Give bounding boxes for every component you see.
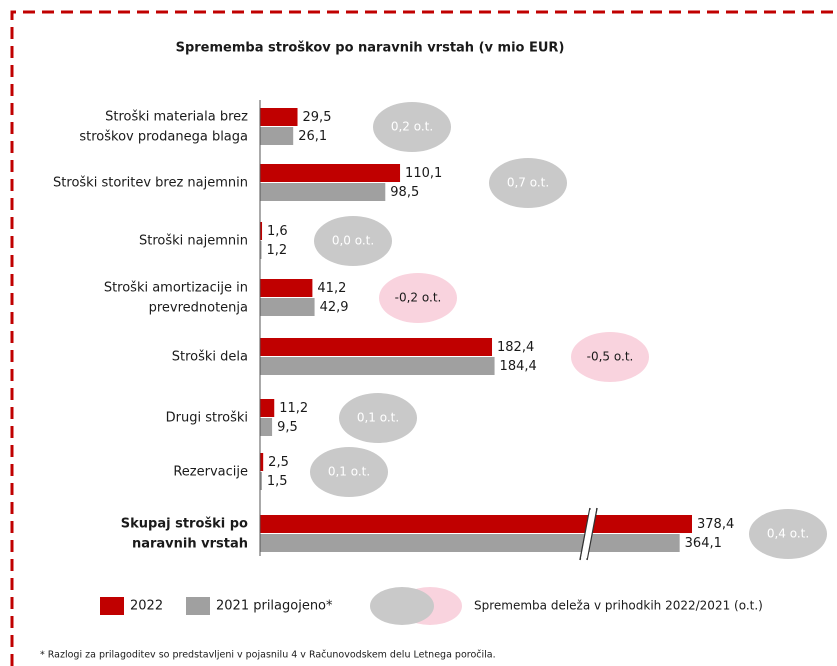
value-label: 26,1: [298, 129, 327, 144]
category-label: Stroški najemnin: [139, 234, 248, 249]
value-label: 29,5: [303, 110, 332, 125]
change-label: 0,0 o.t.: [332, 234, 374, 248]
legend-swatch: [100, 597, 124, 615]
change-label: 0,7 o.t.: [507, 176, 549, 190]
change-bubble: [310, 447, 388, 497]
change-bubble: [373, 102, 451, 152]
bar: [260, 241, 262, 259]
bar: [260, 183, 386, 201]
bar: [260, 534, 680, 552]
change-label: 0,4 o.t.: [767, 527, 809, 541]
value-label: 1,6: [267, 224, 288, 239]
value-label: 98,5: [390, 185, 419, 200]
value-label: 184,4: [500, 359, 537, 374]
bar: [260, 472, 262, 490]
value-label: 1,5: [267, 474, 288, 489]
bar: [260, 453, 264, 471]
axis-break: [579, 507, 598, 561]
bar: [260, 357, 495, 375]
bar: [260, 338, 493, 356]
change-label: -0,5 o.t.: [587, 350, 634, 364]
legend-swatch: [186, 597, 210, 615]
bar: [260, 164, 401, 182]
value-label: 11,2: [279, 401, 308, 416]
value-label: 41,2: [317, 281, 346, 296]
bar: [260, 399, 275, 417]
bar: [260, 418, 273, 436]
chart-title: Sprememba stroškov po naravnih vrstah (v…: [176, 41, 565, 56]
category-label: naravnih vrstah: [132, 537, 248, 552]
bar: [260, 298, 315, 316]
value-label: 364,1: [685, 536, 722, 551]
axis-break-gap: [581, 510, 596, 558]
category-label: Drugi stroški: [166, 411, 248, 426]
value-label: 42,9: [320, 300, 349, 315]
value-label: 182,4: [497, 340, 534, 355]
value-label: 9,5: [277, 420, 298, 435]
change-bubble: [339, 393, 417, 443]
bar: [260, 222, 263, 240]
category-label: stroškov prodanega blaga: [79, 130, 248, 145]
category-label: Stroški dela: [172, 350, 248, 365]
change-bubble: [571, 332, 649, 382]
change-label: -0,2 o.t.: [395, 291, 442, 305]
dashed-border: [10, 10, 837, 666]
legend-label: 2022: [130, 599, 163, 614]
legend-bubble: [370, 587, 434, 625]
change-bubble: [314, 216, 392, 266]
footnote: * Razlogi za prilagoditev so predstavlje…: [40, 650, 496, 661]
category-label: Stroški amortizacije in: [104, 281, 248, 296]
legend-label: Sprememba deleža v prihodkih 2022/2021 (…: [474, 599, 763, 613]
change-bubble: [489, 158, 567, 208]
legend-label: 2021 prilagojeno*: [216, 599, 333, 614]
category-label: Stroški storitev brez najemnin: [53, 176, 248, 191]
bar: [260, 279, 313, 297]
value-label: 1,2: [267, 243, 288, 258]
bar: [260, 515, 692, 533]
category-label: Rezervacije: [173, 465, 248, 480]
value-label: 110,1: [405, 166, 442, 181]
bar: [260, 127, 294, 145]
bar: [260, 108, 298, 126]
value-label: 2,5: [268, 455, 289, 470]
change-bubble: [379, 273, 457, 323]
change-label: 0,1 o.t.: [328, 465, 370, 479]
value-label: 378,4: [697, 517, 734, 532]
change-label: 0,2 o.t.: [391, 120, 433, 134]
change-label: 0,1 o.t.: [357, 411, 399, 425]
category-label: Skupaj stroški po: [121, 517, 248, 532]
category-label: Stroški materiala brez: [105, 110, 248, 125]
change-bubble: [749, 509, 827, 559]
category-label: prevrednotenja: [149, 301, 248, 316]
